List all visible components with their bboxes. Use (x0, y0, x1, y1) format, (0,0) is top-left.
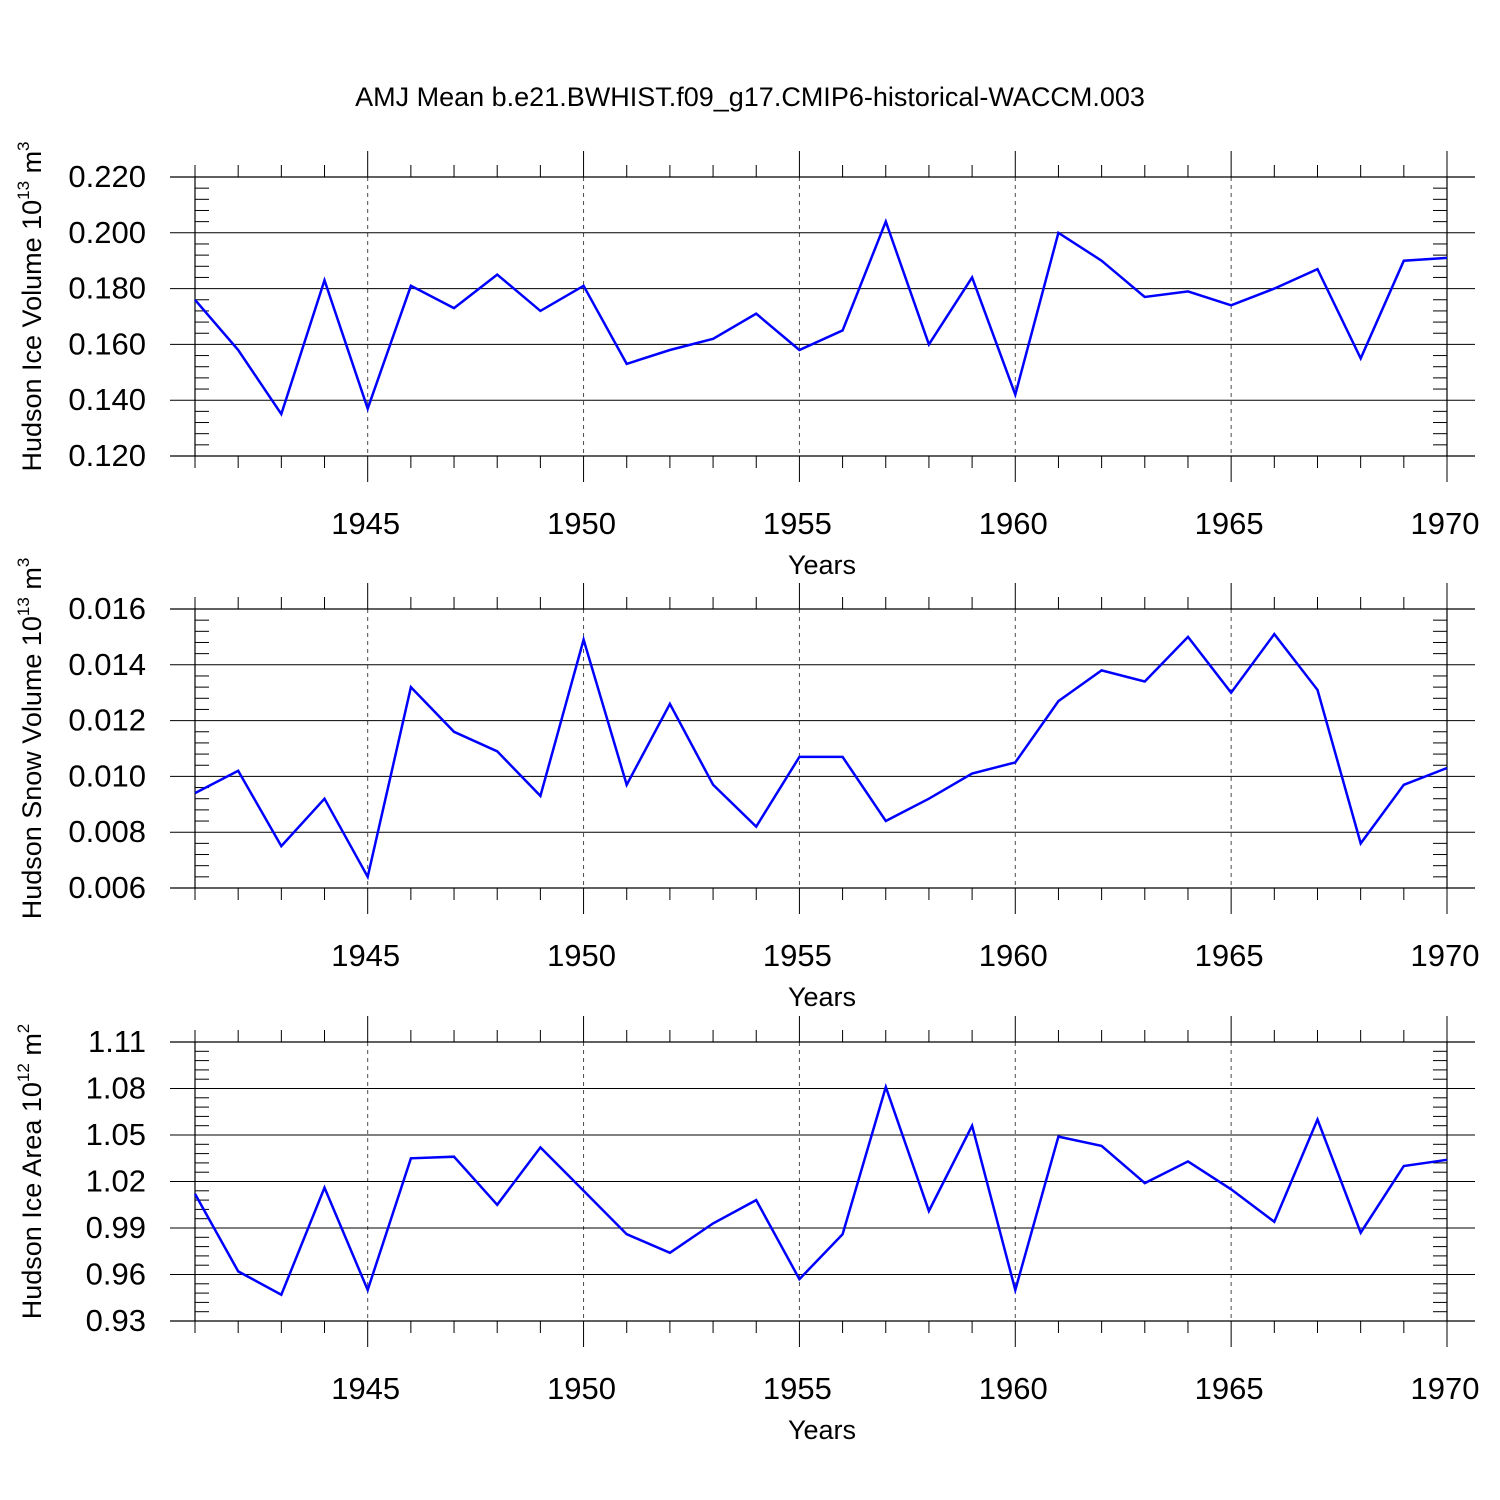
y-tick-label: 0.014 (68, 647, 146, 682)
y-tick-label: 0.96 (86, 1257, 146, 1292)
panel-2: 0.006 0.008 0.010 0.012 0.014 0.016 1945 1950 19… (14, 558, 1479, 1012)
y-tick-label: 0.120 (68, 438, 146, 473)
y-axis-title: Hudson Ice Volume 1013 m3 (14, 141, 47, 471)
y-tick-label: 0.180 (68, 271, 146, 306)
x-axis-title: Years (788, 1415, 856, 1445)
series-line (193, 1082, 1448, 1297)
x-tick-label: 1945 (331, 506, 400, 541)
x-tick-label: 1970 (1411, 938, 1480, 973)
x-tick-label: 1950 (547, 1371, 616, 1406)
y-tick-label: 0.012 (68, 703, 146, 738)
y-tick-label: 0.160 (68, 326, 146, 361)
x-tick-label: 1970 (1411, 506, 1480, 541)
y-tick-label: 0.93 (86, 1303, 146, 1338)
y-tick-label: 0.008 (68, 814, 146, 849)
y-tick-label: 1.05 (86, 1117, 146, 1152)
y-tick-label: 1.02 (86, 1164, 146, 1199)
y-tick-label: 1.11 (88, 1024, 146, 1059)
x-tick-label: 1955 (763, 938, 832, 973)
series-line (194, 218, 1448, 417)
x-tick-label: 1960 (979, 506, 1048, 541)
y-tick-label: 0.010 (68, 758, 146, 793)
y-axis-title: Hudson Ice Area 1012 m2 (14, 1024, 47, 1320)
y-axis-title: Hudson Snow Volume 1013 m3 (14, 558, 47, 920)
panel-3: 0.93 0.96 0.99 1.02 1.05 1.08 1.11 1945 1950 1955… (14, 1016, 1479, 1445)
x-tick-label: 1955 (763, 506, 832, 541)
series-line (194, 632, 1448, 881)
y-tick-label: 0.200 (68, 215, 146, 250)
figure-title: AMJ Mean b.e21.BWHIST.f09_g17.CMIP6-hist… (355, 82, 1145, 112)
x-tick-label: 1965 (1195, 938, 1264, 973)
y-tick-label: 1.08 (86, 1071, 146, 1106)
x-tick-label: 1960 (979, 938, 1048, 973)
y-tick-label: 0.99 (86, 1210, 146, 1245)
x-axis-title: Years (788, 982, 856, 1012)
x-tick-label: 1945 (331, 1371, 400, 1406)
x-tick-label: 1950 (547, 506, 616, 541)
y-tick-label: 0.006 (68, 870, 146, 905)
panels: 0.120 0.140 0.160 0.180 0.200 0.220 1945 1950 19… (14, 141, 1479, 1445)
y-tick-label: 0.140 (68, 382, 146, 417)
x-tick-label: 1945 (331, 938, 400, 973)
x-tick-label: 1955 (763, 1371, 832, 1406)
x-tick-label: 1965 (1195, 506, 1264, 541)
y-tick-label: 0.016 (68, 591, 146, 626)
x-tick-label: 1965 (1195, 1371, 1264, 1406)
x-axis-title: Years (788, 550, 856, 580)
panel-1: 0.120 0.140 0.160 0.180 0.200 0.220 1945 1950 19… (14, 141, 1479, 580)
x-tick-label: 1970 (1411, 1371, 1480, 1406)
y-tick-label: 0.220 (68, 159, 146, 194)
x-tick-label: 1960 (979, 1371, 1048, 1406)
x-tick-label: 1950 (547, 938, 616, 973)
